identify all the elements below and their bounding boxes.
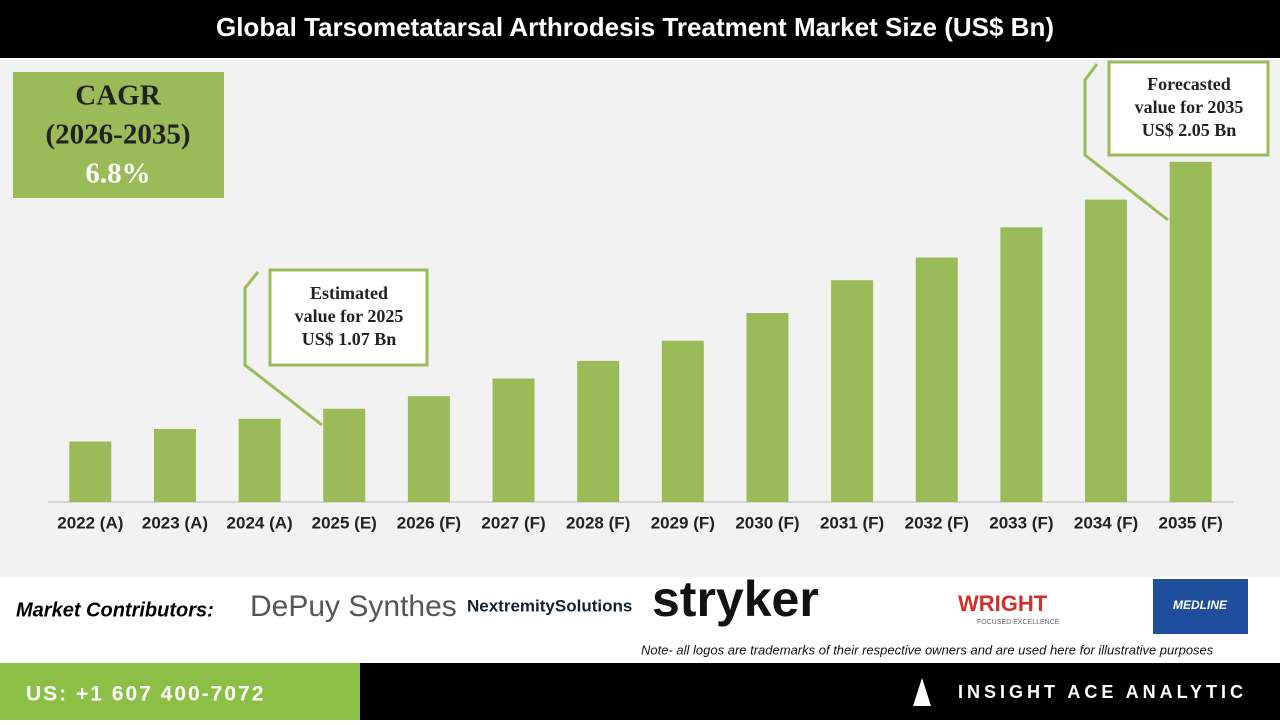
note: Note- all logos are trademarks of their …	[641, 642, 1214, 657]
x-tick-label: 2027 (F)	[481, 513, 545, 532]
x-tick-label: 2030 (F)	[735, 513, 799, 532]
logo: stryker	[652, 571, 819, 627]
bar	[1169, 161, 1212, 503]
annotation: value for 2025	[295, 306, 404, 326]
chart-title: Global Tarsometatarsal Arthrodesis Treat…	[216, 12, 1054, 42]
x-tick-label: 2024 (A)	[227, 513, 293, 532]
connector	[1083, 63, 1169, 222]
annotation: US$ 2.05 Bn	[1142, 120, 1237, 140]
bar	[915, 257, 958, 502]
x-tick-label: 2026 (F)	[397, 513, 461, 532]
x-tick-label: 2029 (F)	[651, 513, 715, 532]
connector	[243, 271, 323, 427]
bar	[153, 428, 196, 502]
annotation-box	[1107, 60, 1270, 157]
cagr-label: CAGR	[75, 80, 161, 112]
footer-phone-box	[0, 663, 360, 720]
bar	[407, 396, 450, 502]
bar	[492, 378, 535, 502]
phone: US: +1 607 400-7072	[26, 683, 265, 706]
annotation: US$ 1.07 Bn	[302, 329, 397, 349]
bar	[746, 313, 789, 502]
x-tick-label: 2022 (A)	[57, 513, 123, 532]
company: INSIGHT ACE ANALYTIC	[958, 682, 1247, 702]
bar	[1085, 199, 1128, 502]
bar	[69, 441, 112, 502]
company-icon	[913, 678, 931, 706]
annotation: value for 2035	[1135, 97, 1244, 117]
bar	[238, 418, 281, 502]
bar	[1000, 227, 1043, 502]
logo-tagline: FOCUSED EXCELLENCE	[977, 619, 1060, 626]
annotations: Estimated value for 2025 US$ 1.07 Bn Foreca…	[295, 74, 1244, 349]
logo: NextremitySolutions	[467, 596, 632, 615]
footer-bar	[360, 663, 1280, 720]
logo: MEDLINE	[1173, 598, 1228, 612]
x-tick-label: 2025 (E)	[312, 513, 377, 532]
x-tick-label: 2032 (F)	[905, 513, 969, 532]
annotation-box	[268, 268, 429, 367]
x-tick-label: 2023 (A)	[142, 513, 208, 532]
bar	[323, 408, 366, 502]
annotation: Estimated	[310, 283, 388, 303]
x-tick-label: 2031 (F)	[820, 513, 884, 532]
logo: DePuy Synthes	[250, 590, 457, 623]
cagr-box	[13, 72, 224, 198]
bar	[577, 360, 620, 502]
x-tick-label: 2035 (F)	[1159, 513, 1223, 532]
x-tick-label: 2033 (F)	[989, 513, 1053, 532]
logo: WRIGHT	[958, 591, 1048, 616]
x-tick-label: 2028 (F)	[566, 513, 630, 532]
logo-box	[1153, 579, 1248, 634]
cagr-value: 6.8%	[85, 158, 150, 190]
annotation: Forecasted	[1147, 74, 1231, 94]
cagr-period: (2026-2035)	[46, 119, 191, 151]
contributors-label: Market Contributors:	[16, 599, 214, 621]
bars: 2022 (A) 2023 (A) 2024 (A) 2025 (E) 2026 (F)…	[57, 161, 1223, 532]
bar	[831, 280, 874, 502]
title-bar	[0, 0, 1280, 58]
x-tick-label: 2034 (F)	[1074, 513, 1138, 532]
bar	[661, 340, 704, 502]
